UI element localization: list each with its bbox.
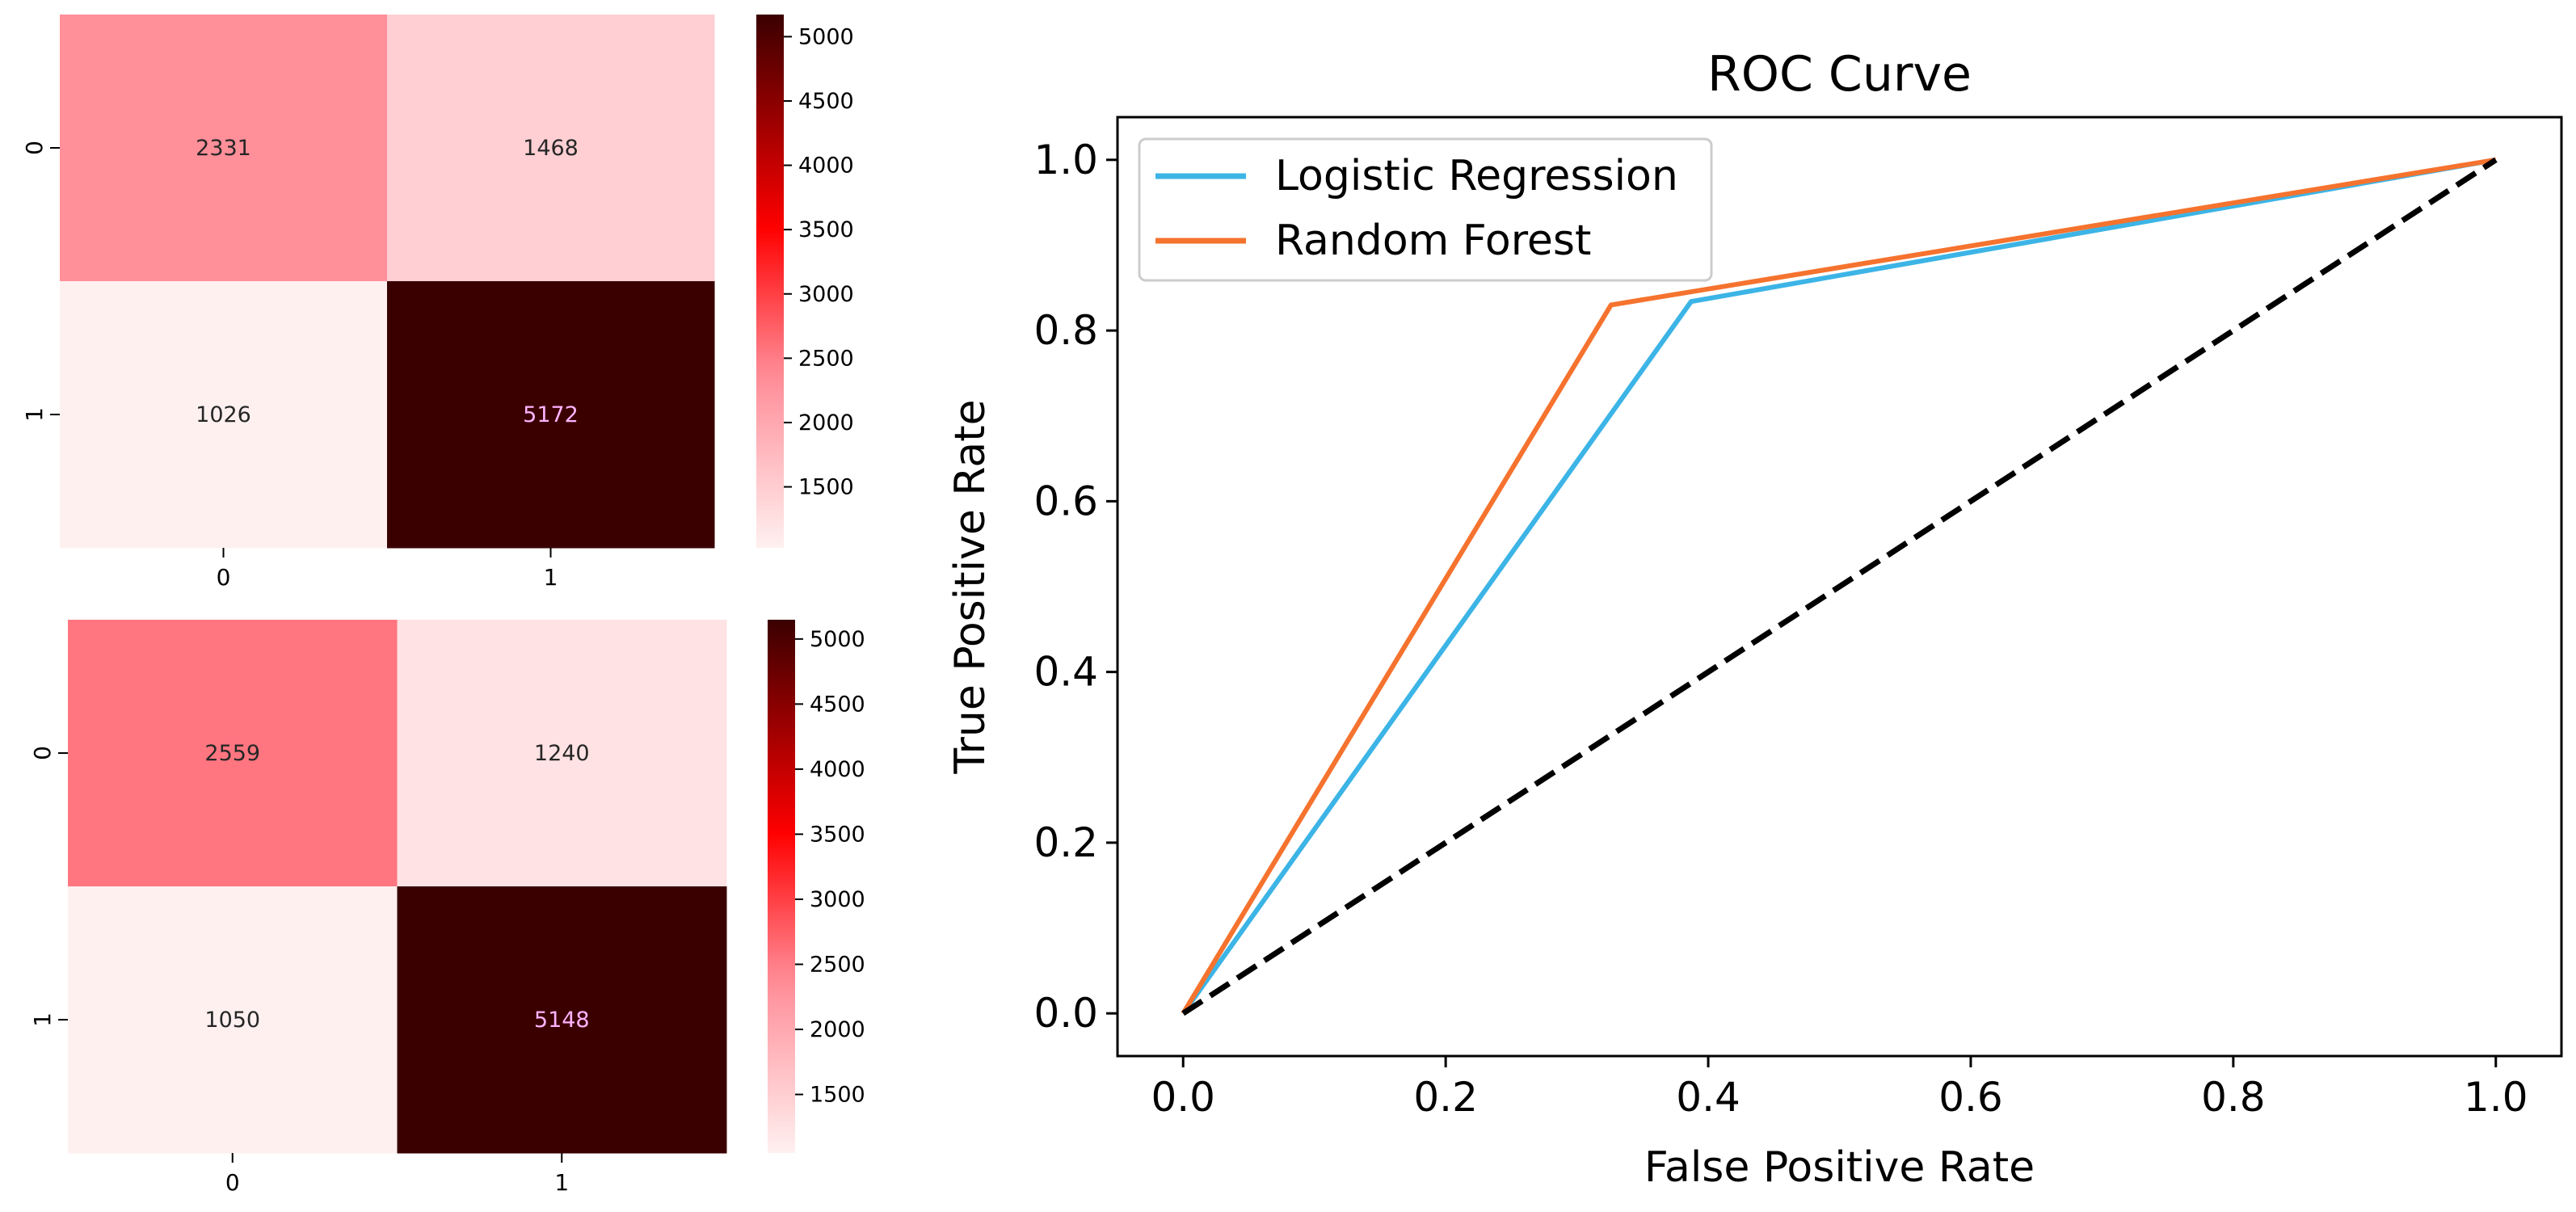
col-label-0: 0: [225, 1169, 240, 1196]
row-label-1: 1: [29, 1012, 56, 1027]
cell-0-1: [397, 620, 727, 887]
cell-value-1-0: 1050: [204, 1008, 260, 1033]
roc-chart: ROC Curve 0.0 0.2 0.4 0.6 0.8 1.0 0.0 0.2 0.4 0.6 0…: [946, 46, 2563, 1192]
colorbar: [756, 15, 784, 548]
x-axis-label: False Positive Rate: [1644, 1143, 2035, 1192]
col-label-1: 1: [544, 564, 558, 591]
y-axis-label: True Positive Rate: [946, 399, 995, 774]
row-label-1: 1: [21, 407, 48, 422]
series-line-0: [1181, 157, 2497, 1015]
y-tick-label-5: 1.0: [1033, 137, 1098, 183]
legend-box: [1138, 137, 1713, 282]
cell-1-1: [387, 281, 715, 549]
cell-value-1-1: 5148: [534, 1008, 590, 1033]
colorbar-label-2: 2500: [810, 952, 865, 977]
row-label-0: 0: [29, 746, 56, 760]
colorbar-label-1: 2000: [810, 1017, 865, 1042]
confusion-matrix-top: 2331 1468 1026 5172 0 1 0 1 1500 2000 2500 3000 3500…: [21, 15, 854, 591]
colorbar-label-7: 5000: [810, 627, 865, 652]
cell-value-1-0: 1026: [196, 402, 251, 427]
cell-value-0-0: 2559: [204, 741, 260, 766]
x-tick-label-0: 0.0: [1151, 1074, 1215, 1121]
col-label-0: 0: [217, 564, 231, 591]
y-tick-label-0: 0.0: [1033, 990, 1098, 1037]
colorbar-label-6: 4500: [798, 89, 854, 114]
cell-0-1: [387, 15, 715, 282]
colorbar-label-6: 4500: [810, 692, 865, 717]
y-tick-label-1: 0.2: [1033, 819, 1098, 866]
cell-0-0: [60, 15, 388, 282]
y-tick-label-2: 0.4: [1033, 649, 1098, 696]
series-line-1: [1181, 157, 2497, 1015]
colorbar-label-3: 3000: [810, 887, 865, 912]
col-label-1: 1: [554, 1169, 569, 1196]
colorbar-label-4: 3500: [810, 822, 865, 847]
cell-1-1: [397, 886, 727, 1154]
y-tick-label-3: 0.6: [1033, 478, 1098, 524]
colorbar-label-5: 4000: [798, 154, 854, 179]
row-label-0: 0: [21, 141, 48, 155]
colorbar-label-7: 5000: [798, 24, 854, 49]
colorbar-label-2: 2500: [798, 346, 854, 371]
cell-1-0: [60, 281, 388, 549]
colorbar-label-0: 1500: [810, 1083, 865, 1108]
x-tick-label-4: 0.8: [2201, 1074, 2266, 1121]
colorbar-label-5: 4000: [810, 757, 865, 782]
cell-value-0-1: 1468: [523, 136, 579, 161]
colorbar-label-3: 3000: [798, 282, 854, 307]
x-tick-label-1: 0.2: [1413, 1074, 1478, 1121]
confusion-matrix-bottom: 2559 1240 1050 5148 0 1 0 1 1500 2000 2500 3000 3500…: [29, 620, 865, 1196]
cell-value-0-1: 1240: [534, 741, 590, 766]
colorbar-label-4: 3500: [798, 217, 854, 242]
x-tick-label-5: 1.0: [2464, 1074, 2528, 1121]
chart-title: ROC Curve: [1707, 46, 1972, 103]
reference-diagonal-line: [1181, 157, 2498, 1016]
colorbar-label-0: 1500: [798, 475, 854, 500]
legend: Logistic Regression Random Forest: [1138, 137, 1713, 282]
legend-label-1: Random Forest: [1275, 217, 1591, 265]
plot-frame: [1116, 116, 2563, 1058]
y-tick-label-4: 0.8: [1033, 307, 1098, 354]
x-tick-label-2: 0.4: [1676, 1074, 1740, 1121]
cell-0-0: [68, 620, 398, 887]
colorbar-label-1: 2000: [798, 410, 854, 436]
colorbar: [768, 620, 795, 1153]
legend-label-0: Logistic Regression: [1275, 152, 1678, 200]
x-tick-label-3: 0.6: [1938, 1074, 2003, 1121]
cell-1-0: [68, 886, 398, 1154]
cell-value-1-1: 5172: [523, 402, 579, 427]
cell-value-0-0: 2331: [196, 136, 251, 161]
